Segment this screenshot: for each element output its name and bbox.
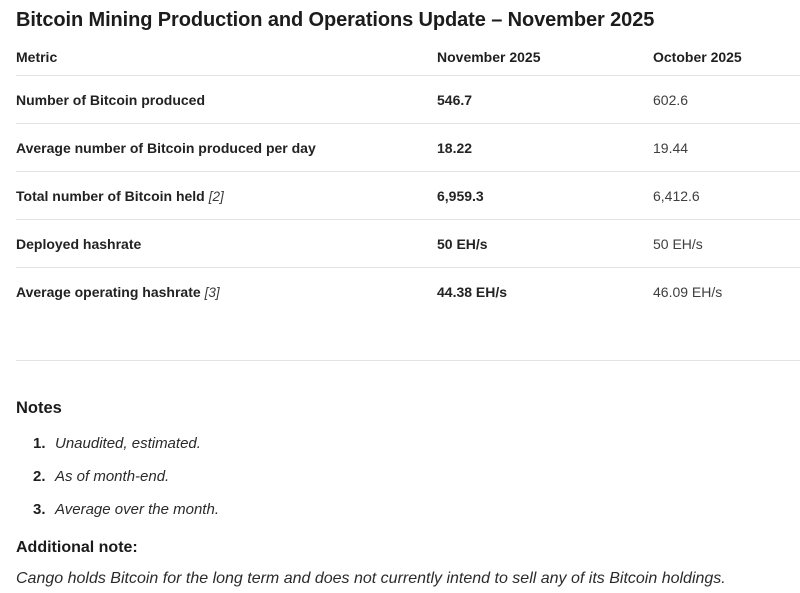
metric-label-cell: Average operating hashrate [3] — [16, 267, 437, 315]
october-value: 50 EH/s — [653, 219, 800, 268]
document: Bitcoin Mining Production and Operations… — [0, 9, 800, 588]
november-value: 50 EH/s — [437, 219, 653, 268]
column-header-november: November 2025 — [437, 32, 653, 76]
note-item: 2. As of month-end. — [16, 468, 800, 486]
metric-label: Average operating hashrate — [16, 283, 201, 300]
november-value: 44.38 EH/s — [437, 267, 653, 315]
notes-heading: Notes — [16, 399, 62, 417]
metric-label: Deployed hashrate — [16, 235, 142, 252]
november-value: 546.7 — [437, 91, 473, 108]
metric-label-cell: Average number of Bitcoin produced per d… — [16, 123, 437, 172]
metric-label-cell: Deployed hashrate — [16, 219, 437, 268]
table-header-row: Metric November 2025 October 2025 — [16, 32, 800, 76]
note-number: 2. — [33, 468, 46, 485]
table-row: Total number of Bitcoin held [2] 6,959.3 … — [16, 171, 800, 220]
additional-note-heading: Additional note: — [16, 539, 138, 556]
note-text: Unaudited, estimated. — [55, 435, 201, 452]
metric-label: Total number of Bitcoin held — [16, 187, 205, 204]
empty-cell — [16, 315, 800, 361]
table-row: Number of Bitcoin produced 546.7 602.6 — [16, 76, 800, 124]
note-item: 1. Unaudited, estimated. — [16, 435, 800, 453]
october-value: 46.09 EH/s — [653, 267, 800, 315]
table-row: Average number of Bitcoin produced per d… — [16, 123, 800, 172]
metric-label-cell: Number of Bitcoin produced — [16, 76, 437, 124]
column-header-metric: Metric — [16, 32, 437, 76]
october-value: 6,412.6 — [653, 171, 800, 220]
notes-list: 1. Unaudited, estimated. 2. As of month-… — [16, 435, 800, 519]
note-number: 1. — [33, 435, 46, 452]
footnote-ref: [2] — [208, 188, 224, 204]
page-title: Bitcoin Mining Production and Operations… — [16, 9, 655, 31]
note-item: 3. Average over the month. — [16, 501, 800, 519]
october-value: 19.44 — [653, 123, 800, 172]
metric-label-cell: Total number of Bitcoin held [2] — [16, 171, 437, 220]
metric-label: Average number of Bitcoin produced per d… — [16, 139, 316, 156]
note-text: As of month-end. — [55, 468, 170, 485]
table-spacer-row — [16, 315, 800, 361]
table-row: Average operating hashrate [3] 44.38 EH/s… — [16, 267, 800, 315]
footnote-ref: [3] — [204, 284, 220, 300]
october-value: 602.6 — [653, 91, 689, 108]
metrics-table: Metric November 2025 October 2025 Number… — [16, 32, 800, 361]
november-value: 6,959.3 — [437, 171, 653, 220]
metric-label: Number of Bitcoin produced — [16, 91, 205, 108]
note-text: Average over the month. — [55, 501, 219, 518]
november-value: 18.22 — [437, 123, 653, 172]
column-header-october: October 2025 — [653, 32, 800, 76]
table-row: Deployed hashrate 50 EH/s 50 EH/s — [16, 219, 800, 268]
additional-note-text: Cango holds Bitcoin for the long term an… — [16, 570, 726, 587]
note-number: 3. — [33, 501, 46, 518]
